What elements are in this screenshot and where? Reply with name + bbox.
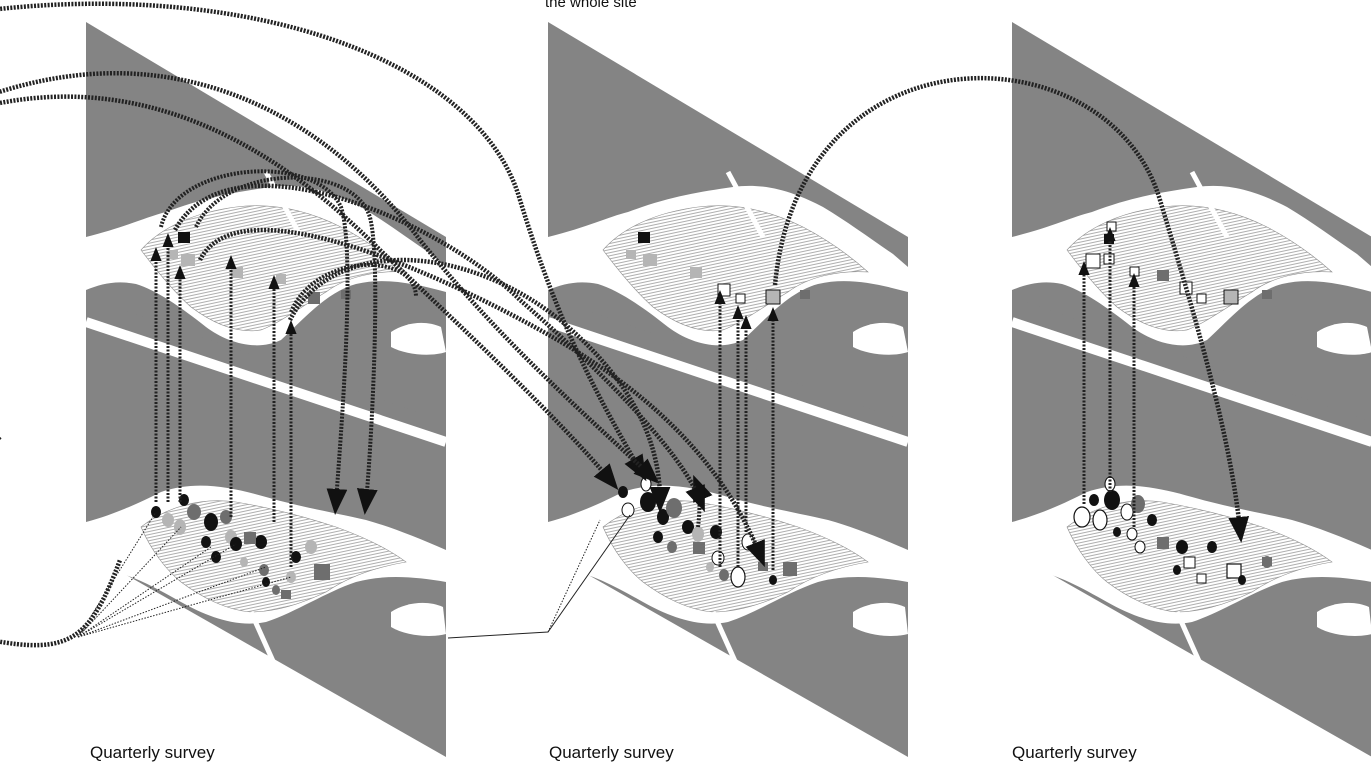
- panel-label-3: Quarterly survey: [1012, 743, 1137, 762]
- panel-label-1: Quarterly survey: [90, 743, 215, 762]
- cross-panel-arrows: [0, 1, 1250, 648]
- connector-line: [447, 514, 631, 639]
- top-caption: the whole site: [545, 0, 637, 11]
- panel-label-2: Quarterly survey: [549, 743, 674, 762]
- survey-panel-2: [548, 22, 908, 757]
- survey-panel-1: [77, 22, 446, 757]
- survey-panel-3: [1012, 22, 1371, 757]
